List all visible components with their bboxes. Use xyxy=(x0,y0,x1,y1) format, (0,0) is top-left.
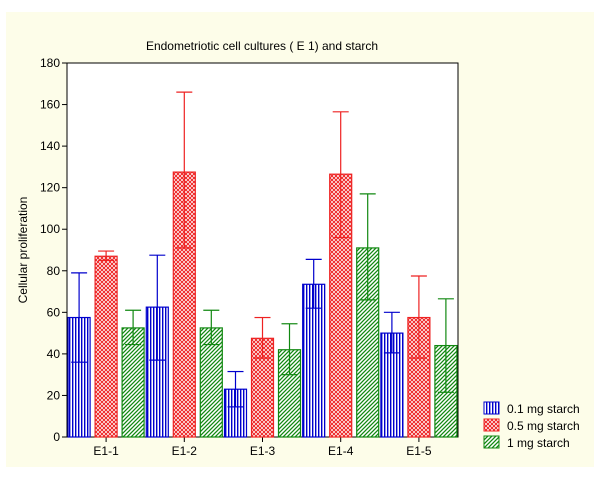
y-tick-label: 20 xyxy=(47,388,61,402)
y-tick-label: 80 xyxy=(47,264,61,278)
y-tick-label: 60 xyxy=(47,305,61,319)
y-tick-label: 140 xyxy=(40,139,60,153)
error-bars xyxy=(71,91,454,408)
legend-swatch-0 xyxy=(483,401,500,415)
x-tick-label: E1-5 xyxy=(406,444,432,458)
x-axis-ticks: E1-1 E1-2 E1-3 E1-4 E1-5 xyxy=(93,437,432,458)
bar-1-0 xyxy=(94,255,118,438)
y-tick-label: 0 xyxy=(53,430,60,444)
chart-title: Endometriotic cell cultures ( E 1) and s… xyxy=(146,39,378,53)
x-tick-label: E1-3 xyxy=(250,444,276,458)
y-tick-label: 180 xyxy=(40,56,60,70)
legend-label-2: 1 mg starch xyxy=(507,436,570,450)
x-tick-label: E1-2 xyxy=(172,444,198,458)
x-tick-label: E1-1 xyxy=(93,444,119,458)
y-tick-label: 160 xyxy=(40,98,60,112)
y-tick-label: 100 xyxy=(40,222,60,236)
legend-swatch-2 xyxy=(483,435,500,449)
legend-label-0: 0.1 mg starch xyxy=(507,402,580,416)
y-tick-label: 40 xyxy=(47,347,61,361)
legend-label-1: 0.5 mg starch xyxy=(507,419,580,433)
y-tick-label: 120 xyxy=(40,181,60,195)
legend-swatch-1 xyxy=(483,418,500,432)
legend: 0.1 mg starch 0.5 mg starch 1 mg starch xyxy=(483,401,580,450)
bars xyxy=(67,171,458,438)
x-tick-label: E1-4 xyxy=(328,444,354,458)
y-axis-label: Cellular proliferation xyxy=(16,197,30,304)
y-axis-ticks: 0 20 40 60 80 100 120 140 160 180 xyxy=(40,56,67,444)
